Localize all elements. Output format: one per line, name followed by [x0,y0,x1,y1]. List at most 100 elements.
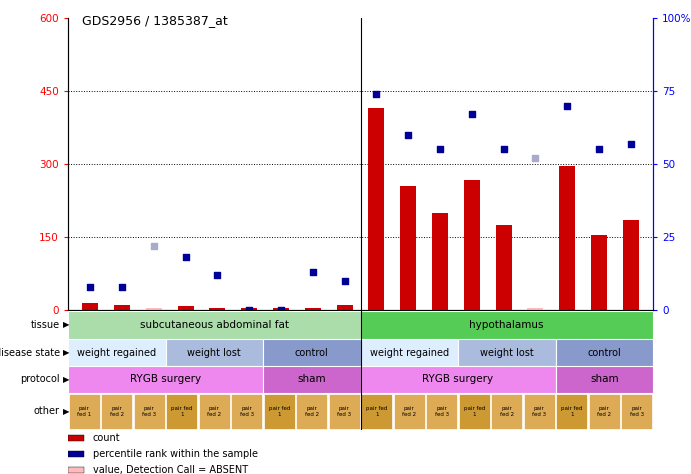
Text: pair fed
1: pair fed 1 [561,406,583,417]
Bar [68,467,84,473]
Bar [361,394,392,429]
Bar [491,394,522,429]
Bar [464,180,480,310]
Bar [337,305,352,310]
Bar [68,451,84,457]
Text: pair
fed 3: pair fed 3 [142,406,156,417]
Bar [101,394,133,429]
Point [149,242,160,249]
Bar [68,394,100,429]
Bar [361,366,556,393]
Bar [361,339,458,366]
Text: pair fed
1: pair fed 1 [464,406,485,417]
Text: control: control [587,347,621,357]
Bar [273,308,289,310]
Bar [495,225,511,310]
Bar [368,108,384,310]
Bar [432,213,448,310]
Text: pair
fed 3: pair fed 3 [532,406,547,417]
Text: pair
fed 2: pair fed 2 [500,406,514,417]
Text: pair
fed 2: pair fed 2 [402,406,416,417]
Bar [623,220,638,310]
Text: pair
fed 2: pair fed 2 [597,406,612,417]
Bar [556,339,653,366]
Text: RYGB surgery: RYGB surgery [422,374,493,384]
Text: subcutaneous abdominal fat: subcutaneous abdominal fat [140,320,289,330]
Text: control: control [295,347,329,357]
Bar [68,436,84,441]
Text: GDS2956 / 1385387_at: GDS2956 / 1385387_at [82,14,227,27]
Bar [296,394,328,429]
Bar [400,186,416,310]
Point [339,277,350,284]
Text: sham: sham [590,374,618,384]
Bar [198,394,230,429]
Text: RYGB surgery: RYGB surgery [130,374,201,384]
Text: pair fed
1: pair fed 1 [366,406,388,417]
Bar [263,366,361,393]
Text: ▶: ▶ [62,348,69,357]
Text: pair
fed 2: pair fed 2 [207,406,221,417]
Bar [146,308,162,310]
Bar [114,305,130,310]
Point [244,306,255,314]
Bar [305,308,321,310]
Point [276,306,287,314]
Point [562,102,573,109]
Text: weight lost: weight lost [480,347,533,357]
Text: weight lost: weight lost [187,347,241,357]
Point [371,90,382,98]
Point [403,131,414,138]
Point [85,283,96,291]
Text: tissue: tissue [30,320,59,330]
Text: pair
fed 1: pair fed 1 [77,406,91,417]
Bar [166,339,263,366]
Bar [329,394,360,429]
Bar [556,366,653,393]
Text: weight regained: weight regained [370,347,449,357]
Point [530,155,541,162]
Bar [209,308,225,310]
Bar [394,394,425,429]
Text: hypothalamus: hypothalamus [469,320,544,330]
Bar [527,308,543,310]
Point [625,140,636,147]
Bar [459,394,490,429]
Bar [82,303,98,310]
Text: pair
fed 3: pair fed 3 [240,406,254,417]
Text: value, Detection Call = ABSENT: value, Detection Call = ABSENT [93,465,247,474]
Text: ▶: ▶ [62,407,69,416]
Point [594,146,605,153]
Bar [361,311,653,339]
Text: sham: sham [297,374,326,384]
Text: ▶: ▶ [62,375,69,384]
Text: pair
fed 3: pair fed 3 [337,406,351,417]
Bar [263,339,361,366]
Text: weight regained: weight regained [77,347,156,357]
Bar [458,339,556,366]
Bar [556,394,587,429]
Text: percentile rank within the sample: percentile rank within the sample [93,449,258,459]
Bar [68,366,263,393]
Bar [68,339,166,366]
Text: count: count [93,434,120,444]
Bar [241,308,257,310]
Point [212,271,223,279]
Point [180,254,191,261]
Bar [264,394,295,429]
Text: pair
fed 3: pair fed 3 [435,406,449,417]
Bar [621,394,652,429]
Text: pair
fed 3: pair fed 3 [630,406,644,417]
Bar [591,235,607,310]
Bar [166,394,198,429]
Text: pair fed
1: pair fed 1 [269,406,290,417]
Point [435,146,446,153]
Bar [133,394,165,429]
Bar [524,394,555,429]
Point [466,110,477,118]
Text: pair fed
1: pair fed 1 [171,406,192,417]
Text: ▶: ▶ [62,320,69,329]
Bar [231,394,263,429]
Point [498,146,509,153]
Text: pair
fed 2: pair fed 2 [305,406,319,417]
